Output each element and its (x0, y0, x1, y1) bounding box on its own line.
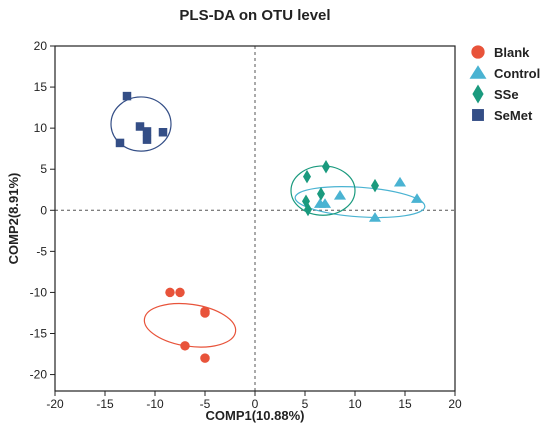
legend-semet-label: SeMet (494, 108, 533, 123)
semet-point (135, 122, 145, 131)
legend-blank-marker (471, 45, 485, 59)
semet-point (142, 135, 152, 144)
y-tick-label: -15 (30, 327, 48, 341)
semet-point (158, 128, 168, 137)
blank-point (200, 308, 210, 318)
x-tick-label: 10 (348, 397, 362, 411)
sse-point (303, 169, 311, 184)
x-tick-label: 15 (398, 397, 412, 411)
x-tick-label: -20 (46, 397, 64, 411)
legend: Blank Control SSe SeMet (469, 45, 540, 123)
x-tick-label: -5 (200, 397, 211, 411)
control-point (410, 193, 424, 203)
control-point (318, 198, 332, 208)
plot-frame (54, 45, 456, 392)
y-tick-label: -20 (30, 368, 48, 382)
sse-point (304, 202, 312, 217)
sse-point (371, 178, 379, 193)
sse-point (317, 187, 325, 201)
blank-ellipse (143, 302, 237, 348)
y-tick-label: 0 (40, 203, 47, 217)
blank-point (200, 353, 210, 363)
x-tick-label: 0 (252, 397, 259, 411)
x-tick-label: -10 (146, 397, 164, 411)
x-tick-label: -15 (96, 397, 114, 411)
control-ellipse (294, 186, 426, 219)
control-point (368, 212, 382, 222)
chart-title: PLS-DA on OTU level (179, 7, 330, 24)
semet-ellipse (110, 96, 172, 152)
y-tick-label: 5 (40, 162, 47, 176)
blank-point (180, 341, 190, 351)
legend-semet-marker (472, 109, 484, 121)
y-tick-label: -10 (30, 285, 48, 299)
control-point (333, 190, 347, 200)
axis-ticks: -20 -15 -10 -5 0 5 10 15 20 -20 -15 -10 -5 0 5 10 15 20 (30, 39, 462, 411)
semet-point (115, 138, 125, 148)
y-axis-label: COMP2(8.91%) (6, 173, 21, 265)
x-axis-label: COMP1(10.88%) (206, 408, 305, 423)
sse-point (322, 160, 330, 174)
y-tick-label: -5 (36, 244, 47, 258)
confidence-ellipses (110, 96, 426, 348)
blank-point (165, 287, 175, 298)
legend-blank-label: Blank (494, 45, 530, 60)
legend-sse-label: SSe (494, 87, 519, 102)
blank-point (175, 287, 185, 298)
y-tick-label: 15 (34, 80, 48, 94)
legend-control-label: Control (494, 66, 540, 81)
data-points (115, 91, 424, 363)
y-tick-label: 20 (34, 39, 48, 53)
semet-point (142, 127, 152, 136)
reference-lines (55, 46, 455, 391)
legend-sse-marker (472, 84, 484, 104)
semet-point (122, 91, 132, 101)
y-tick-label: 10 (34, 121, 48, 135)
x-tick-label: 5 (302, 397, 309, 411)
legend-control-marker (469, 65, 487, 79)
x-tick-label: 20 (448, 397, 462, 411)
control-point (393, 176, 407, 187)
